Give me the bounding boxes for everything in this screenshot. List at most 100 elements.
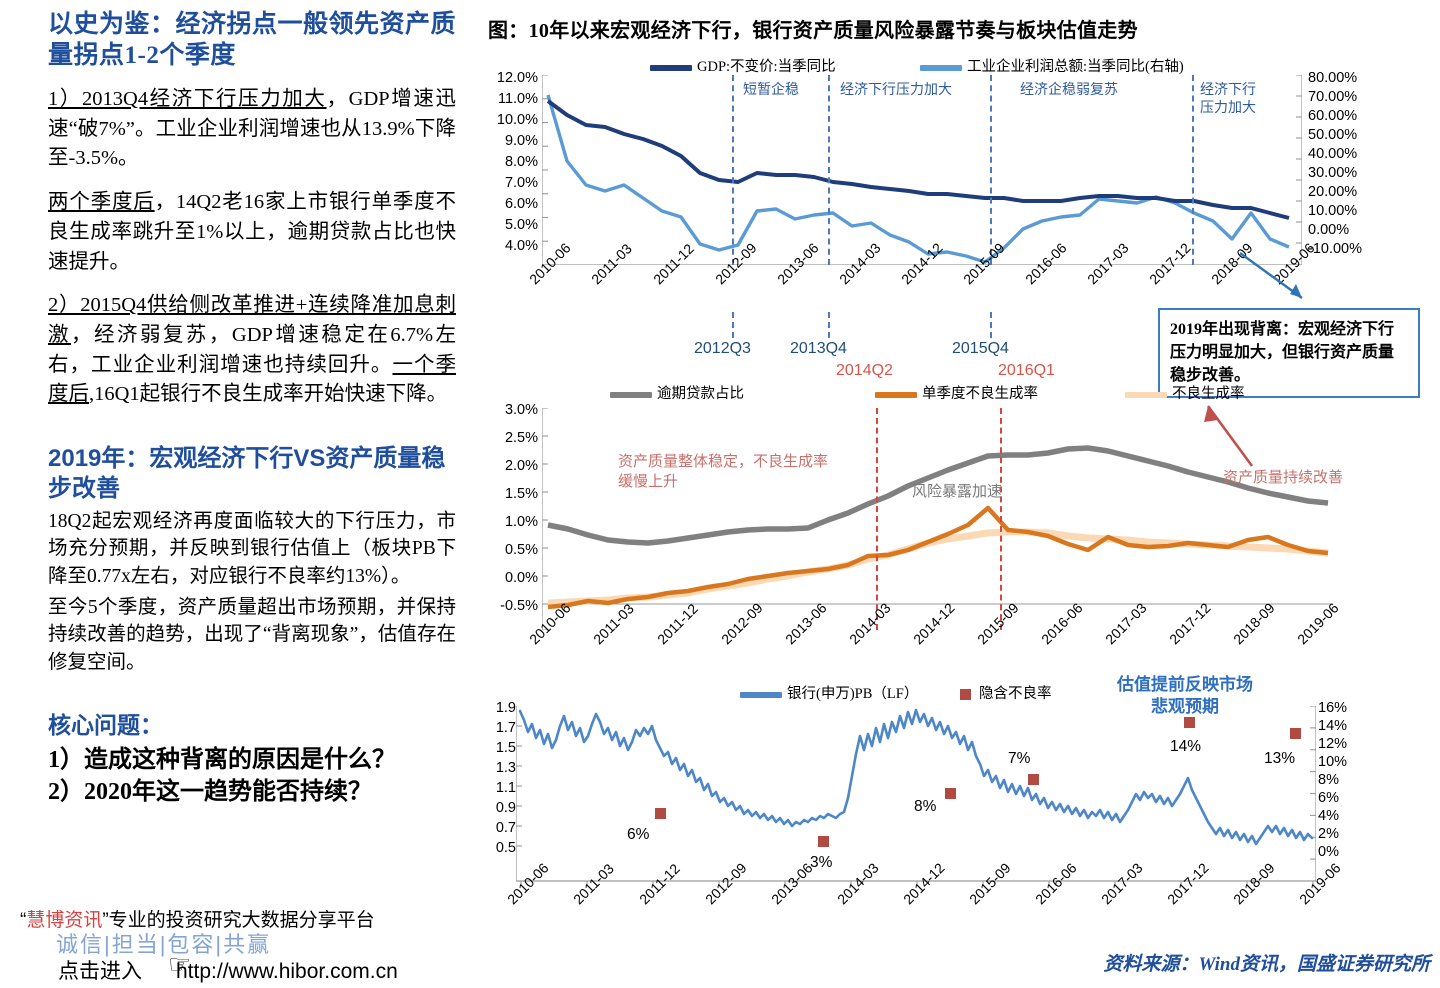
quarter-label-2012q3: 2012Q3 xyxy=(694,340,751,357)
left-paragraph-1: 1）2013Q4经济下行压力加大，GDP增速迅速“破7%”。工业企业利润增速也从… xyxy=(48,85,456,174)
y2-tick-macro-3: 50.00% xyxy=(1308,127,1358,143)
legend-industrial-profit[interactable]: 工业企业利润总额:当季同比(右轴) xyxy=(920,55,1184,76)
quarter-label-2015q4: 2015Q4 xyxy=(952,340,1009,357)
para3-mid: ，经济弱复苏，GDP增速稳定在6.7%左右，工业企业利润增速也持续回升。 xyxy=(48,324,457,376)
left-paragraph-5: 至今5个季度，资产质量超出市场预期，并保持持续改善的趋势，出现了“背离现象”，估… xyxy=(48,597,456,673)
y-tick-aq-3: 1.5% xyxy=(504,486,538,502)
legend-gdp-label: GDP:不变价:当季同比 xyxy=(697,59,836,75)
left-paragraph-2: 两个季度后，14Q2老16家上市银行单季度不良生成率跳升至1%以上，逾期贷款占比… xyxy=(48,188,456,277)
stem-2015q4 xyxy=(990,312,992,338)
promo-watermark: 诚信|担当|包容|共赢 xyxy=(56,932,272,957)
y-tick-aq-1: 2.5% xyxy=(504,430,538,446)
para2-rest: ，14Q2老16家上市银行单季度不良生成率跳升至1%以上，逾期贷款占比也快速提升… xyxy=(48,191,457,273)
implied-npl-marker-2 xyxy=(945,788,956,799)
divider-red-2014q2 xyxy=(876,408,878,630)
y-tick-val-7: 0.5 xyxy=(495,840,516,856)
legend-swatch-implied-npl-icon xyxy=(960,689,971,701)
core-questions-title: 核心问题： xyxy=(48,712,163,738)
stem-2012q3 xyxy=(732,312,734,338)
legend-npl-formation-label: 不良生成率 xyxy=(1172,386,1245,402)
para2-underlined: 两个季度后 xyxy=(48,191,155,214)
promo-block[interactable]: “慧博资讯”专业的投资研究大数据分享平台 诚信|担当|包容|共赢 点击进入 htt… xyxy=(20,905,470,983)
quote-close: ” xyxy=(102,910,109,931)
y2-tick-val-3: 10% xyxy=(1318,754,1348,770)
legend-swatch-npl-formation-icon xyxy=(1125,391,1167,398)
legend-gdp[interactable]: GDP:不变价:当季同比 xyxy=(650,55,836,76)
left-text-column: 以史为鉴：经济拐点一般领先资产质量拐点1-2个季度 1）2013Q4经济下行压力… xyxy=(0,0,470,988)
y2-tick-macro-6: 20.00% xyxy=(1308,184,1358,200)
left-heading-2: 2019年：宏观经济下行VS资产质量稳步改善 xyxy=(48,445,446,503)
legend-overdue-loans[interactable]: 逾期贷款占比 xyxy=(610,382,744,403)
phase-label-0: 短暂企稳 xyxy=(743,83,799,98)
implied-npl-marker-3 xyxy=(1028,774,1039,785)
source-note: 资料来源：Wind资讯，国盛证券研究所 xyxy=(1103,954,1430,975)
core-question-2: 2）2020年这一趋势能否持续？ xyxy=(48,779,372,806)
chart-asset-quality: 逾期贷款占比 单季度不良生成率 不良生成率 3.0% 2.5% 2.0% 1.5… xyxy=(470,380,1440,660)
promo-url[interactable]: http://www.hibor.com.cn xyxy=(176,960,398,983)
left-paragraph-4: 18Q2起宏观经济再度面临较大的下行压力，市场充分预期，并反映到银行估值上（板块… xyxy=(48,511,456,587)
y-tick-macro-1: 11.0% xyxy=(497,91,538,107)
legend-quarterly-npl[interactable]: 单季度不良生成率 xyxy=(875,382,1038,403)
phase-label-1: 经济下行压力加大 xyxy=(840,83,952,98)
legend-swatch-gdp-icon xyxy=(650,64,692,71)
figure-title: 图：10年以来宏观经济下行，银行资产质量风险暴露节奏与板块估值走势 xyxy=(488,20,1138,42)
quarter-label-2013q4: 2013Q4 xyxy=(790,340,847,357)
annotation-continued-improvement: 资产质量持续改善 xyxy=(1223,470,1344,486)
y-tick-macro-6: 6.0% xyxy=(504,196,538,212)
implied-npl-label-5: 13% xyxy=(1264,750,1296,767)
y2-tick-macro-0: 80.00% xyxy=(1308,70,1358,86)
y-tick-aq-5: 0.5% xyxy=(504,542,538,558)
y2-tick-val-5: 6% xyxy=(1318,790,1339,806)
y-tick-val-6: 0.7 xyxy=(495,820,516,836)
y2-tick-macro-5: 30.00% xyxy=(1308,165,1358,181)
legend-implied-npl[interactable]: 隐含不良率 xyxy=(960,682,1052,703)
implied-npl-label-2: 8% xyxy=(914,798,937,815)
legend-swatch-quarterly-npl-icon xyxy=(875,391,917,398)
y2-tick-macro-8: 0.00% xyxy=(1308,222,1350,238)
core-question-1: 1）造成这种背离的原因是什么？ xyxy=(48,746,396,773)
implied-npl-label-0: 6% xyxy=(627,826,650,843)
promo-click-row[interactable]: 点击进入 http://www.hibor.com.cn xyxy=(58,955,398,985)
quarter-label-2014q2: 2014Q2 xyxy=(836,362,893,379)
legend-quarterly-npl-label: 单季度不良生成率 xyxy=(922,386,1038,402)
legend-swatch-pb-icon xyxy=(740,691,782,698)
y-tick-macro-2: 10.0% xyxy=(496,112,538,128)
divider-2012q3 xyxy=(732,75,734,265)
legend-npl-formation[interactable]: 不良生成率 xyxy=(1125,382,1245,403)
legend-overdue-label: 逾期贷款占比 xyxy=(657,386,744,402)
implied-npl-label-1: 3% xyxy=(810,854,833,871)
legend-bank-pb[interactable]: 银行(申万)PB（LF） xyxy=(740,682,918,703)
y2-tick-val-1: 14% xyxy=(1318,718,1348,734)
y-tick-macro-5: 7.0% xyxy=(504,175,538,191)
y2-tick-macro-9: -10.00% xyxy=(1308,241,1363,257)
chart-asset-quality-plot xyxy=(542,408,1332,630)
stem-2013q4 xyxy=(828,312,830,338)
annotation-stable-quality: 资产质量整体稳定，不良生成率缓慢上升 xyxy=(618,454,829,491)
para3-underlined-2: 一个季度后 xyxy=(48,353,457,406)
y-tick-val-2: 1.5 xyxy=(495,740,516,756)
improvement-arrow-icon xyxy=(1204,405,1254,467)
y2-tick-macro-1: 70.00% xyxy=(1308,89,1358,105)
implied-npl-label-4: 14% xyxy=(1170,738,1202,755)
chart-macro: GDP:不变价:当季同比 工业企业利润总额:当季同比(右轴) 12.0% 11.… xyxy=(470,50,1440,379)
legend-swatch-overdue-icon xyxy=(610,391,652,398)
legend-swatch-industrial-icon xyxy=(920,64,962,71)
y2-tick-val-2: 12% xyxy=(1318,736,1348,752)
y-tick-macro-0: 12.0% xyxy=(496,70,538,86)
y-tick-aq-2: 2.0% xyxy=(504,458,538,474)
chart-valuation: 银行(申万)PB（LF） 隐含不良率 估值提前反映市场悲观预期 1.9 1.7 … xyxy=(470,675,1440,978)
hand-pointer-icon: ☞ xyxy=(168,949,192,979)
y2-tick-macro-2: 60.00% xyxy=(1308,108,1358,124)
para3-rest: ,16Q1起银行不良生成率开始快速下降。 xyxy=(89,383,448,406)
y-tick-val-0: 1.9 xyxy=(495,700,516,716)
y-tick-val-4: 1.1 xyxy=(495,780,516,796)
y2-tick-val-0: 16% xyxy=(1318,700,1348,716)
y-tick-macro-4: 8.0% xyxy=(504,154,538,170)
legend-industrial-label: 工业企业利润总额:当季同比(右轴) xyxy=(967,59,1184,75)
y2-tick-val-6: 4% xyxy=(1318,808,1339,824)
para3-underlined: 2）2015Q4供给侧改革推进+连续降准加息刺激 xyxy=(48,294,456,347)
y2-tick-val-7: 2% xyxy=(1318,826,1339,842)
callout-arrow-icon xyxy=(1240,252,1303,299)
implied-npl-marker-1 xyxy=(818,836,829,847)
